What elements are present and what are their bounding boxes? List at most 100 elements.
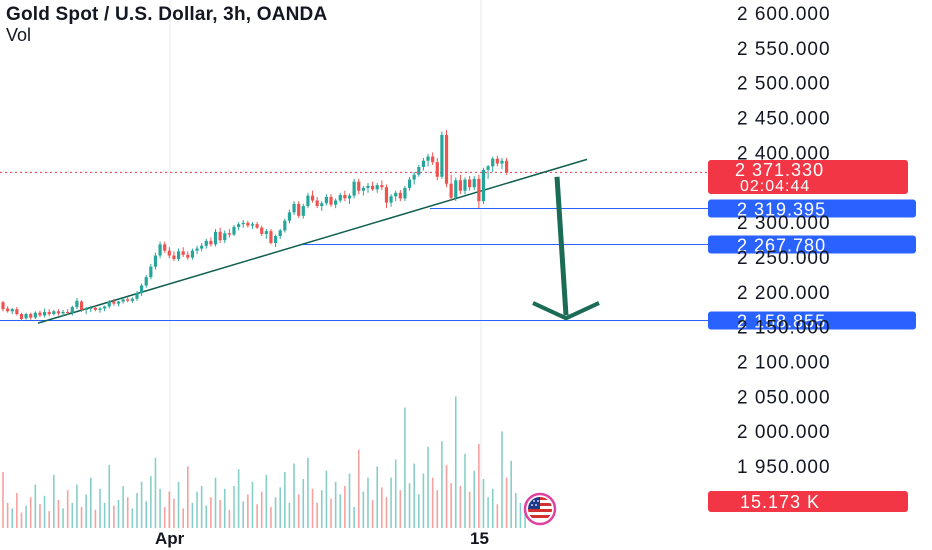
volume-bar xyxy=(159,488,161,528)
candle-body xyxy=(338,194,342,201)
volume-bar xyxy=(468,491,471,528)
candle-body xyxy=(343,194,347,199)
volume-bar xyxy=(339,494,342,528)
candle-body xyxy=(213,231,218,245)
candle-body xyxy=(500,160,504,164)
candle-body xyxy=(140,285,144,294)
price-level-label: 2 319.395 xyxy=(737,200,826,220)
countdown-label: 02:04:44 xyxy=(740,178,810,195)
candle-body xyxy=(223,233,227,241)
volume-bar xyxy=(362,491,365,528)
volume-bar xyxy=(200,486,203,528)
volume-bar xyxy=(71,502,74,528)
volume-bar xyxy=(187,466,189,528)
volume-bar xyxy=(293,463,295,528)
time-tick-label: 15 xyxy=(470,529,489,548)
candle-body xyxy=(283,220,287,231)
volume-bar xyxy=(94,509,97,528)
volume-bar xyxy=(191,502,194,528)
candle-body xyxy=(112,301,116,304)
candle-body xyxy=(297,203,301,216)
volume-bar xyxy=(487,497,489,528)
volume-bar xyxy=(80,507,83,528)
volume-bar xyxy=(357,449,360,528)
volume-bar xyxy=(219,500,221,528)
volume-bar xyxy=(117,500,120,528)
candle-body xyxy=(19,314,24,319)
volume-bar xyxy=(302,479,305,528)
volume-bar xyxy=(385,497,388,528)
volume-value-label: 15.173 K xyxy=(740,492,820,512)
candle-body xyxy=(426,156,430,161)
volume-bar xyxy=(182,508,184,528)
volume-bar xyxy=(473,470,476,528)
price-tick-label: 2 100.000 xyxy=(737,352,831,373)
volume-bar xyxy=(247,494,249,528)
volume-bar xyxy=(177,481,180,528)
candle-body xyxy=(440,134,444,177)
volume-indicator-label[interactable]: Vol xyxy=(6,25,32,45)
candle-body xyxy=(472,178,476,188)
volume-bar xyxy=(150,476,152,528)
price-tick-label: 2 250.000 xyxy=(737,248,831,269)
volume-bar xyxy=(376,466,379,528)
candle-body xyxy=(320,203,324,207)
volume-bar xyxy=(445,465,448,528)
candle-body xyxy=(38,312,42,316)
volume-bar xyxy=(381,487,383,528)
candle-body xyxy=(200,245,204,249)
candle-body xyxy=(287,212,292,221)
candle-body xyxy=(130,298,134,301)
volume-bar xyxy=(145,501,148,528)
price-tick-label: 2 300.000 xyxy=(737,213,831,234)
candle-body xyxy=(481,169,486,202)
volume-bar xyxy=(394,459,397,528)
volume-bar xyxy=(113,505,115,528)
volume-bar xyxy=(108,465,111,528)
volume-bar xyxy=(441,441,443,528)
price-level-label: 2 158.855 xyxy=(737,311,826,331)
last-price-tag-bg xyxy=(708,160,908,194)
time-tick-label: Apr xyxy=(155,529,185,548)
candle-body xyxy=(431,156,435,163)
volume-bar xyxy=(205,505,208,528)
candle-body xyxy=(477,178,481,202)
us-flag-icon[interactable] xyxy=(523,492,557,526)
candle-body xyxy=(371,185,375,190)
volume-bar xyxy=(16,493,18,528)
volume-bar xyxy=(334,481,337,528)
time-axis[interactable]: Apr 15 xyxy=(155,529,489,548)
candle-body xyxy=(278,230,282,237)
candle-body xyxy=(135,293,139,299)
candle-body xyxy=(394,192,398,197)
candle-body xyxy=(218,231,222,241)
chart-header: Gold Spot / U.S. Dollar, 3h, OANDA Vol xyxy=(6,4,327,46)
candle-body xyxy=(121,299,125,302)
volume-bar xyxy=(311,488,314,528)
candle-body xyxy=(24,314,28,319)
volume-bar xyxy=(422,473,425,528)
candle-body xyxy=(449,183,453,198)
candle-body xyxy=(458,180,462,191)
price-tick-label: 2 050.000 xyxy=(737,387,831,408)
volume-bar xyxy=(404,407,406,528)
price-tick-label: 2 600.000 xyxy=(737,4,831,25)
candle-body xyxy=(306,195,310,207)
candle-body xyxy=(42,311,47,316)
candle-body xyxy=(264,231,268,234)
candle-body xyxy=(15,309,19,315)
arrow-head xyxy=(532,301,600,321)
price-tick-label: 2 500.000 xyxy=(737,74,831,95)
candle-body xyxy=(66,311,70,313)
volume-bar xyxy=(436,490,439,528)
candle-body xyxy=(103,306,107,309)
volume-tag-bg xyxy=(708,491,908,512)
arrow-annotation xyxy=(532,176,600,321)
candle-body xyxy=(380,185,384,188)
price-axis[interactable]: 2 600.000 2 550.000 2 500.000 2 450.000 2 40… xyxy=(737,4,831,478)
candle-body xyxy=(176,251,181,260)
volume-bars xyxy=(2,396,526,528)
grid xyxy=(169,0,482,528)
candle-body xyxy=(366,185,370,188)
